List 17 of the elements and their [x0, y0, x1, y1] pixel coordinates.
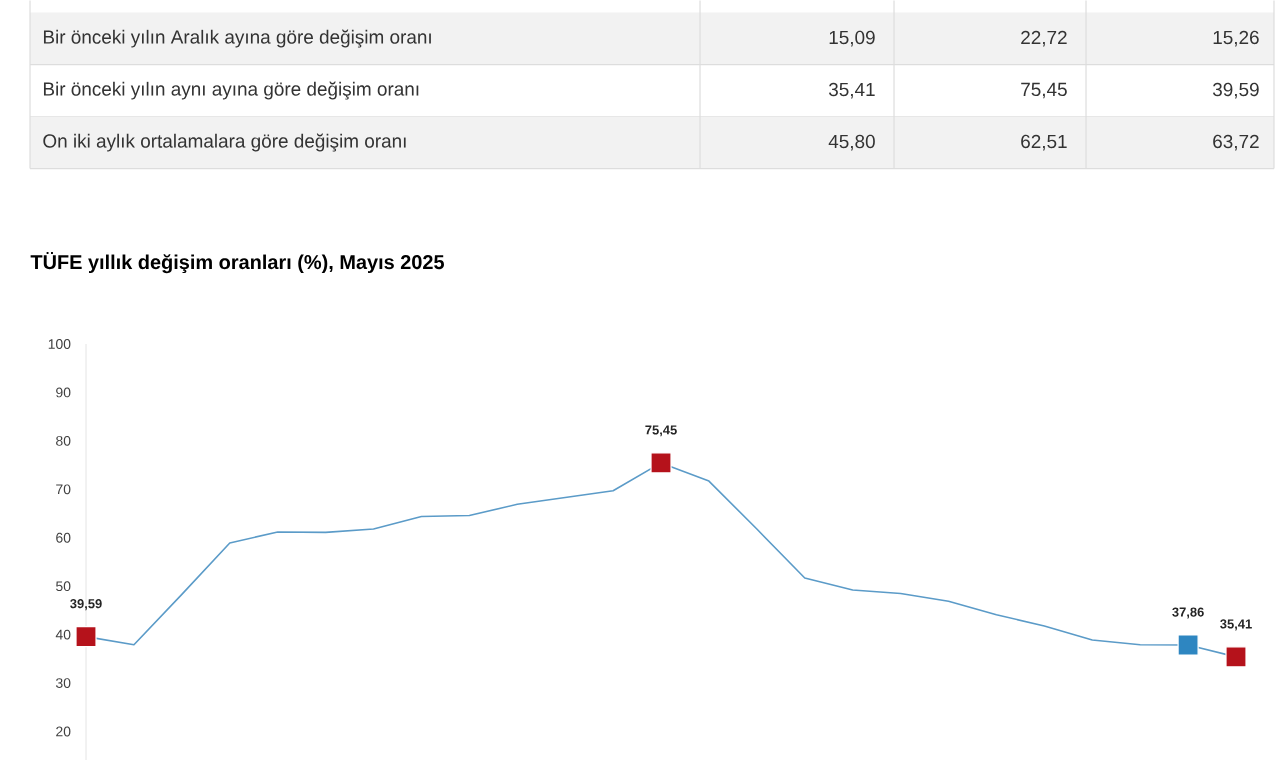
text: 75,45 [1021, 82, 1067, 98]
point [650, 451, 672, 474]
point [75, 625, 97, 647]
text: 63,72 [1213, 134, 1259, 150]
point [1177, 633, 1199, 656]
text: 15,09 [829, 30, 875, 46]
text: 39,59 [1212, 82, 1259, 98]
text: 62,51 [1021, 134, 1067, 150]
chart-title: TÜFE yıllık değişim oranları (%), Mayıs 2025 [30, 251, 444, 273]
text: 22,72 [1021, 30, 1067, 46]
text: Bir önceki yılın Aralık ayına göre değişim oranı [43, 29, 431, 48]
text: Bir önceki yılın aynı ayına göre değişim oranı [43, 81, 419, 100]
point [1225, 645, 1247, 667]
text: On iki aylık ortalamalara göre değişim oranı [43, 133, 406, 152]
text: 15,26 [1213, 30, 1259, 46]
text: 35,41 [828, 82, 875, 98]
text: 45,80 [828, 134, 875, 150]
